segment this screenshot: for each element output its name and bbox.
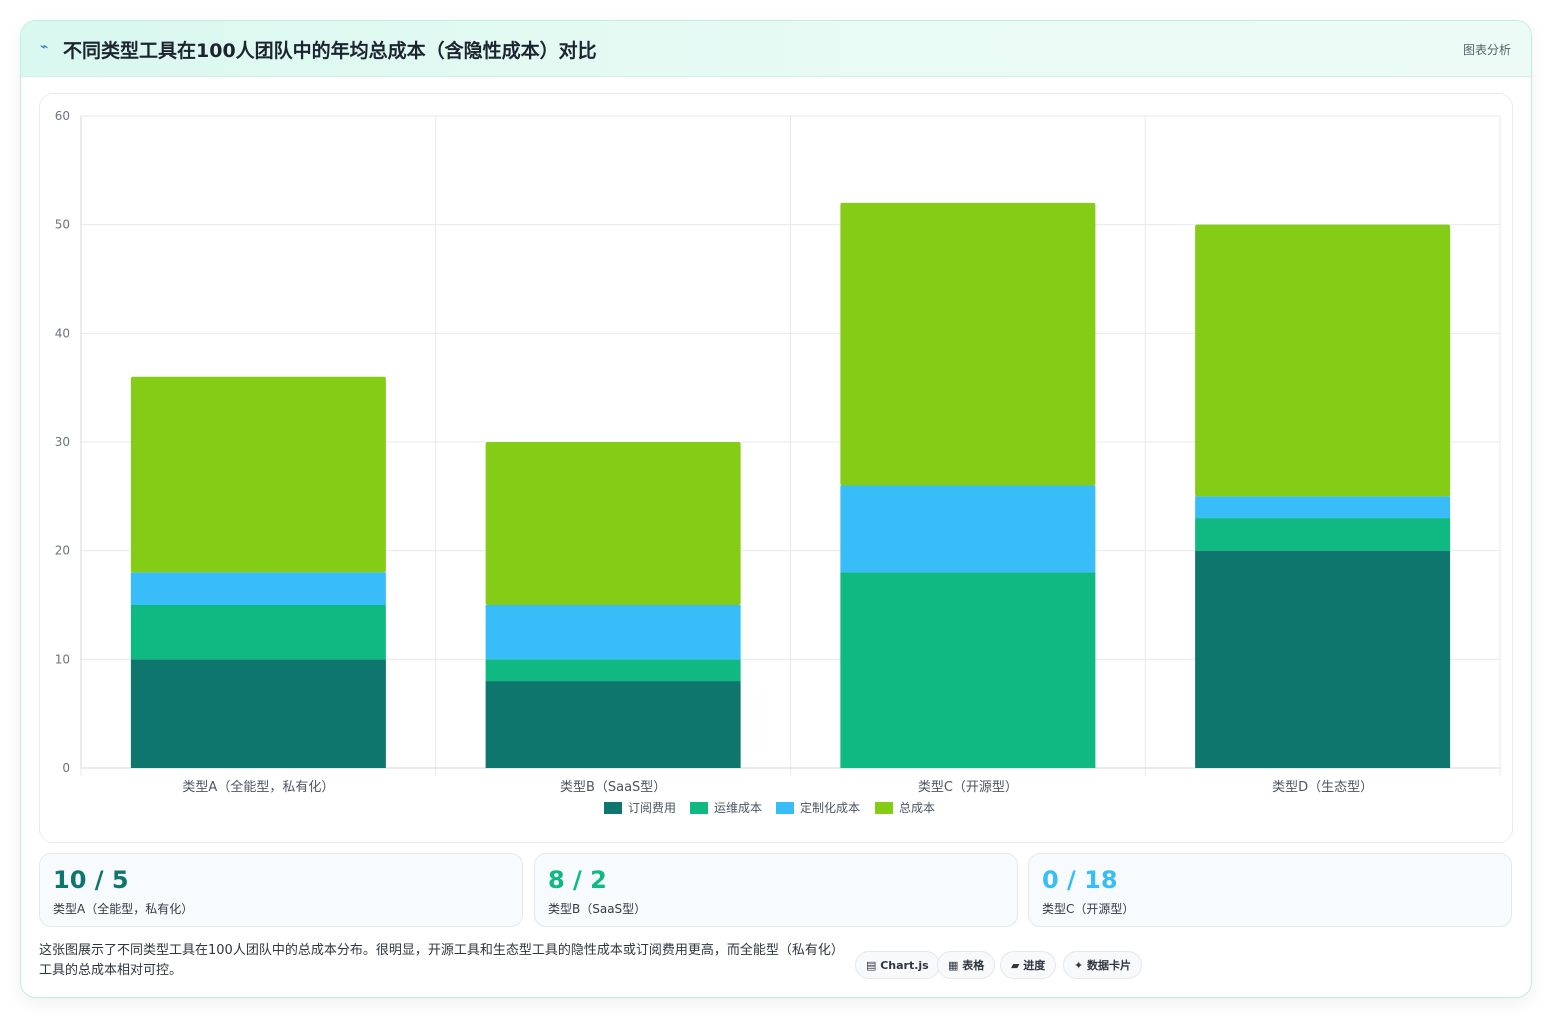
bar-segment [130, 376, 386, 573]
bar-segment [130, 659, 386, 768]
legend-label: 订阅费用 [628, 801, 676, 815]
legend-swatch [604, 802, 622, 814]
chart-card: ⌁ 不同类型工具在100人团队中的年均总成本（含隐性成本）对比 图表分析 0 10… [20, 20, 1532, 998]
bar-segment [840, 572, 1096, 768]
stat-value-a: 10 / 5 [53, 866, 129, 894]
pulse-icon: ⌁ [40, 39, 49, 55]
y-tick-label: 20 [55, 544, 70, 558]
chip-table[interactable]: ▦ 表格 [937, 951, 996, 979]
stat-label-c: 类型C（开源型） [1042, 902, 1135, 916]
stat-label-a: 类型A（全能型，私有化） [53, 902, 194, 916]
legend-swatch [690, 802, 708, 814]
bar-segment [130, 572, 386, 605]
chip-progress[interactable]: ▰ 进度 [1000, 951, 1057, 979]
y-tick-label: 10 [55, 652, 70, 666]
stat-card-b: 8 / 2 类型B（SaaS型） [534, 853, 1018, 927]
legend-label: 定制化成本 [800, 800, 860, 815]
y-tick-label: 30 [55, 435, 70, 449]
card-header: ⌁ 不同类型工具在100人团队中的年均总成本（含隐性成本）对比 图表分析 [21, 21, 1531, 77]
bar-segment [130, 605, 386, 660]
x-tick-label: 类型B（SaaS型） [560, 780, 666, 795]
bar-segment [840, 202, 1096, 486]
chip-chartjs[interactable]: ▤ Chart.js [855, 951, 940, 979]
chart-panel: 0 10 20 30 40 50 60 类型A（全能型，私有化） 类型B（SaaS型） 类型C（开… [39, 93, 1513, 843]
y-tick-label: 60 [55, 109, 70, 123]
stacked-bar-chart: 0 10 20 30 40 50 60 类型A（全能型，私有化） 类型B（SaaS型） 类型C（开… [55, 109, 1501, 815]
stat-label-b: 类型B（SaaS型） [548, 902, 647, 916]
bar-segment [1195, 496, 1451, 519]
bar-segment [840, 485, 1096, 573]
y-tick-label: 40 [55, 326, 70, 340]
stat-card-c: 0 / 18 类型C（开源型） [1028, 853, 1512, 927]
bar-segment [1195, 550, 1451, 768]
chart-summary: 这张图展示了不同类型工具在100人团队中的总成本分布。很明显，开源工具和生态型工… [39, 943, 844, 978]
bar-segment [485, 442, 741, 605]
legend-swatch [875, 802, 893, 814]
stat-value-b: 8 / 2 [548, 866, 607, 894]
legend-label: 总成本 [899, 801, 935, 815]
y-tick-label: 0 [62, 761, 70, 775]
x-tick-label: 类型D（生态型） [1272, 780, 1373, 795]
legend-swatch [776, 802, 794, 814]
chart-title: 不同类型工具在100人团队中的年均总成本（含隐性成本）对比 [63, 40, 597, 62]
bar-segment [485, 605, 741, 660]
bar-segment [485, 659, 741, 682]
x-tick-label: 类型C（开源型） [918, 780, 1018, 795]
stat-value-c: 0 / 18 [1042, 866, 1118, 894]
bar-segment [485, 681, 741, 768]
bar-segment [1195, 518, 1451, 551]
bar-segment [1195, 224, 1451, 497]
y-tick-label: 50 [55, 218, 70, 232]
stat-card-a: 10 / 5 类型A（全能型，私有化） [39, 853, 523, 927]
chart-analysis-tag: 图表分析 [1462, 43, 1511, 57]
legend-label: 运维成本 [714, 801, 762, 815]
x-tick-label: 类型A（全能型，私有化） [182, 779, 334, 795]
chip-data-card[interactable]: ✦ 数据卡片 [1063, 951, 1143, 979]
